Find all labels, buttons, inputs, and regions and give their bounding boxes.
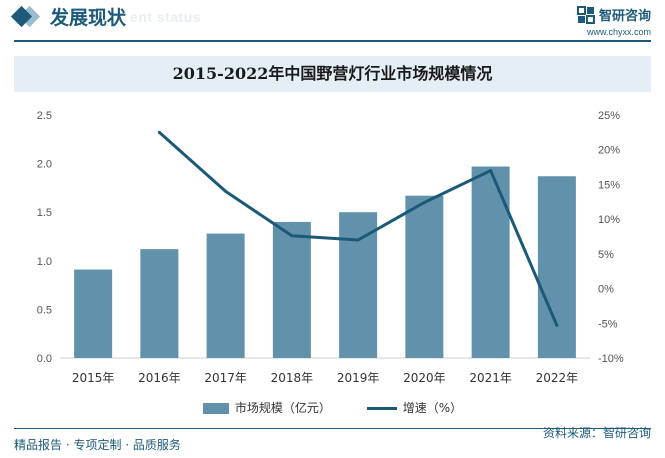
source-note: 资料来源：智研咨询 bbox=[542, 426, 651, 440]
brand-url: www.chyxx.com bbox=[586, 27, 651, 37]
growth-point bbox=[422, 200, 426, 204]
legend-line-swatch bbox=[366, 407, 397, 410]
chart-title: 2015-2022年中国野营灯行业市场规模情况 bbox=[172, 64, 493, 83]
bar bbox=[206, 233, 245, 358]
brand: 智研咨询 www.chyxx.com bbox=[576, 4, 651, 37]
bar bbox=[405, 195, 444, 358]
x-tick-label: 2020年 bbox=[403, 371, 446, 385]
left-tick-label: 1.5 bbox=[37, 207, 52, 219]
growth-point bbox=[224, 189, 228, 193]
section-subtitle: ent status bbox=[130, 9, 202, 25]
growth-point bbox=[555, 323, 559, 327]
bar bbox=[74, 269, 113, 358]
legend-item-bar: 市场规模（亿元） bbox=[202, 399, 331, 416]
legend-item-line: 增速（%） bbox=[366, 399, 463, 416]
x-tick-label: 2016年 bbox=[138, 371, 181, 385]
left-tick-label: 0.0 bbox=[37, 353, 52, 365]
left-tick-label: 2.5 bbox=[37, 110, 52, 122]
left-tick-label: 1.0 bbox=[37, 256, 52, 268]
right-tick-label: 20% bbox=[598, 145, 620, 157]
left-tick-label: 2.0 bbox=[37, 159, 52, 171]
bar bbox=[140, 249, 179, 358]
x-tick-label: 2017年 bbox=[204, 371, 247, 385]
bar bbox=[471, 166, 510, 358]
right-tick-label: 5% bbox=[598, 249, 614, 261]
bar bbox=[537, 176, 576, 358]
right-tick-label: -10% bbox=[598, 353, 624, 365]
brand-name: 智研咨询 bbox=[598, 9, 651, 24]
growth-point bbox=[290, 234, 294, 238]
legend-bar-label: 市场规模（亿元） bbox=[234, 401, 331, 415]
growth-point bbox=[157, 130, 161, 134]
growth-point bbox=[356, 238, 360, 242]
growth-point bbox=[489, 169, 493, 173]
x-tick-label: 2022年 bbox=[536, 371, 579, 385]
right-tick-label: 25% bbox=[598, 110, 620, 122]
legend-bar-swatch bbox=[202, 403, 229, 414]
bar bbox=[272, 221, 311, 358]
header-rule bbox=[14, 40, 651, 42]
legend-line-label: 增速（%） bbox=[402, 401, 463, 415]
header: ent status 发展现状 智研咨询 www.chyxx.com bbox=[0, 0, 665, 40]
legend: 市场规模（亿元） 增速（%） bbox=[0, 399, 665, 416]
right-tick-label: 0% bbox=[598, 284, 614, 296]
footer-rule bbox=[14, 428, 651, 429]
x-tick-label: 2019年 bbox=[337, 371, 380, 385]
brand-logo-icon bbox=[576, 5, 595, 24]
section-title: 发展现状 bbox=[50, 7, 127, 29]
x-tick-label: 2015年 bbox=[72, 371, 115, 385]
footer-slogan: 精品报告 · 专项定制 · 品质服务 bbox=[14, 438, 181, 452]
chart-title-band: 2015-2022年中国野营灯行业市场规模情况 bbox=[14, 56, 651, 92]
right-tick-label: 10% bbox=[598, 214, 620, 226]
x-tick-label: 2018年 bbox=[271, 371, 314, 385]
bar bbox=[339, 212, 378, 358]
right-tick-label: 15% bbox=[598, 179, 620, 191]
right-tick-label: -5% bbox=[598, 318, 618, 330]
left-tick-label: 0.5 bbox=[37, 304, 52, 316]
x-tick-label: 2021年 bbox=[469, 371, 512, 385]
